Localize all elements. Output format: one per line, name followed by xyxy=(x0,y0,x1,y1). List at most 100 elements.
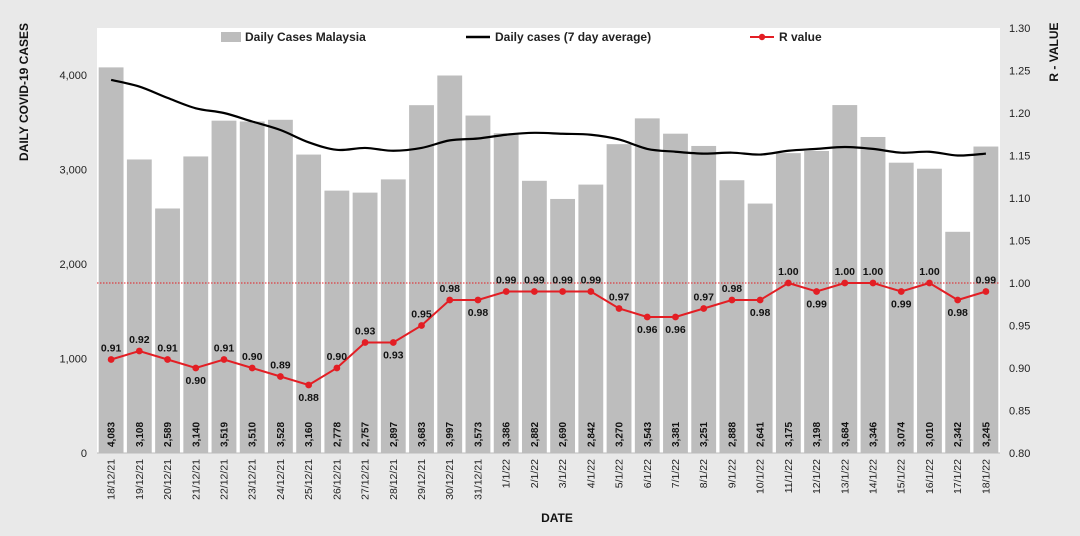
x-tick-label: 19/12/21 xyxy=(134,459,146,500)
y-tick-label: 3,000 xyxy=(59,165,87,177)
x-tick-label: 10/1/22 xyxy=(755,459,767,494)
bar xyxy=(521,180,547,454)
r-value-label: 0.96 xyxy=(637,324,658,336)
y-tick-label: 2,000 xyxy=(59,259,87,271)
bar xyxy=(465,115,491,454)
r-marker xyxy=(361,339,369,346)
y2-axis-title: R - VALUE xyxy=(1047,22,1061,81)
bar-value-label: 3,251 xyxy=(699,422,710,447)
r-marker xyxy=(446,296,454,304)
bar-value-label: 3,346 xyxy=(869,422,880,447)
bar xyxy=(945,231,971,453)
bar-value-label: 2,897 xyxy=(389,422,400,447)
r-marker xyxy=(135,347,143,355)
r-marker xyxy=(982,288,990,295)
bar-value-label: 2,888 xyxy=(727,422,738,447)
bar xyxy=(380,179,406,453)
y2-tick-label: 0.85 xyxy=(1009,406,1030,418)
x-axis-title: DATE xyxy=(541,511,573,525)
bar xyxy=(126,159,152,453)
bar xyxy=(973,146,999,453)
x-tick-label: 29/12/21 xyxy=(416,459,428,500)
x-tick-label: 31/12/21 xyxy=(472,459,484,500)
r-marker xyxy=(728,296,736,304)
r-marker xyxy=(530,288,538,295)
bar xyxy=(917,168,942,453)
r-marker xyxy=(897,288,905,295)
r-value-label: 0.99 xyxy=(524,275,545,287)
r-value-label: 0.98 xyxy=(440,283,461,295)
x-tick-label: 13/1/22 xyxy=(839,459,851,494)
y2-tick-label: 1.10 xyxy=(1009,193,1030,205)
bar xyxy=(352,192,378,453)
r-marker xyxy=(333,364,341,372)
legend-marker-r xyxy=(758,33,766,41)
bar-value-label: 2,757 xyxy=(361,422,372,447)
bar-value-label: 2,842 xyxy=(586,422,597,447)
bar xyxy=(211,120,237,454)
r-marker xyxy=(869,279,877,287)
r-marker xyxy=(615,305,623,312)
bar-value-label: 3,684 xyxy=(840,422,851,447)
r-marker xyxy=(474,296,482,304)
bar xyxy=(606,144,632,453)
x-tick-label: 15/1/22 xyxy=(896,459,908,494)
r-marker xyxy=(559,288,567,295)
bar xyxy=(409,105,434,454)
bar-value-label: 3,074 xyxy=(897,422,908,447)
x-tick-label: 26/12/21 xyxy=(331,459,343,500)
bar-value-label: 4,083 xyxy=(107,422,118,447)
bar-value-label: 3,519 xyxy=(219,422,230,447)
bar-value-label: 3,108 xyxy=(135,422,146,447)
bar-value-label: 3,140 xyxy=(191,422,202,447)
bars-layer xyxy=(98,67,999,454)
r-line-path xyxy=(110,281,987,387)
y2-tick-label: 1.05 xyxy=(1009,236,1030,248)
r-line-layer xyxy=(107,279,990,389)
r-value-label: 0.97 xyxy=(609,292,630,304)
bar-value-label: 2,342 xyxy=(953,422,964,447)
r-value-label: 0.98 xyxy=(750,307,771,319)
r-value-label: 0.89 xyxy=(270,360,291,372)
bar-value-label: 2,690 xyxy=(558,422,569,447)
bar xyxy=(719,180,745,453)
y2-tick-label: 0.95 xyxy=(1009,321,1030,333)
bar xyxy=(775,153,801,453)
r-marker xyxy=(587,288,595,295)
r-value-label: 0.95 xyxy=(411,309,432,321)
x-tick-label: 27/12/21 xyxy=(360,459,372,500)
bar xyxy=(550,198,576,453)
r-value-label: 0.99 xyxy=(806,299,827,311)
r-value-label: 0.96 xyxy=(665,324,686,336)
bar xyxy=(832,105,858,454)
r-value-label: 0.88 xyxy=(298,392,319,404)
y2-tick-label: 1.20 xyxy=(1009,108,1030,120)
r-value-label: 1.00 xyxy=(919,266,940,278)
x-tick-label: 12/1/22 xyxy=(811,459,823,494)
r-value-label: 0.98 xyxy=(947,307,968,319)
bar xyxy=(860,136,886,453)
x-tick-label: 17/1/22 xyxy=(952,459,964,494)
x-tick-label: 20/12/21 xyxy=(162,459,174,500)
r-marker xyxy=(954,296,962,304)
x-tick-label: 4/1/22 xyxy=(585,459,597,488)
r-marker xyxy=(700,305,708,312)
r-marker xyxy=(813,288,820,295)
r-value-label: 0.99 xyxy=(552,275,573,287)
r-marker xyxy=(784,279,792,287)
bar xyxy=(268,119,293,454)
x-tick-label: 6/1/22 xyxy=(642,459,654,488)
r-value-label: 0.92 xyxy=(129,334,150,346)
x-tick-label: 25/12/21 xyxy=(303,459,315,500)
bar-value-label: 3,245 xyxy=(981,422,992,447)
bar xyxy=(804,150,829,453)
r-marker xyxy=(389,339,397,346)
y2-tick-label: 1.15 xyxy=(1009,151,1030,163)
r-marker xyxy=(277,373,284,380)
r-value-label: 0.99 xyxy=(976,275,997,287)
legend-swatch-bars xyxy=(221,32,241,42)
x-tick-label: 5/1/22 xyxy=(614,459,626,488)
r-marker xyxy=(107,356,115,363)
